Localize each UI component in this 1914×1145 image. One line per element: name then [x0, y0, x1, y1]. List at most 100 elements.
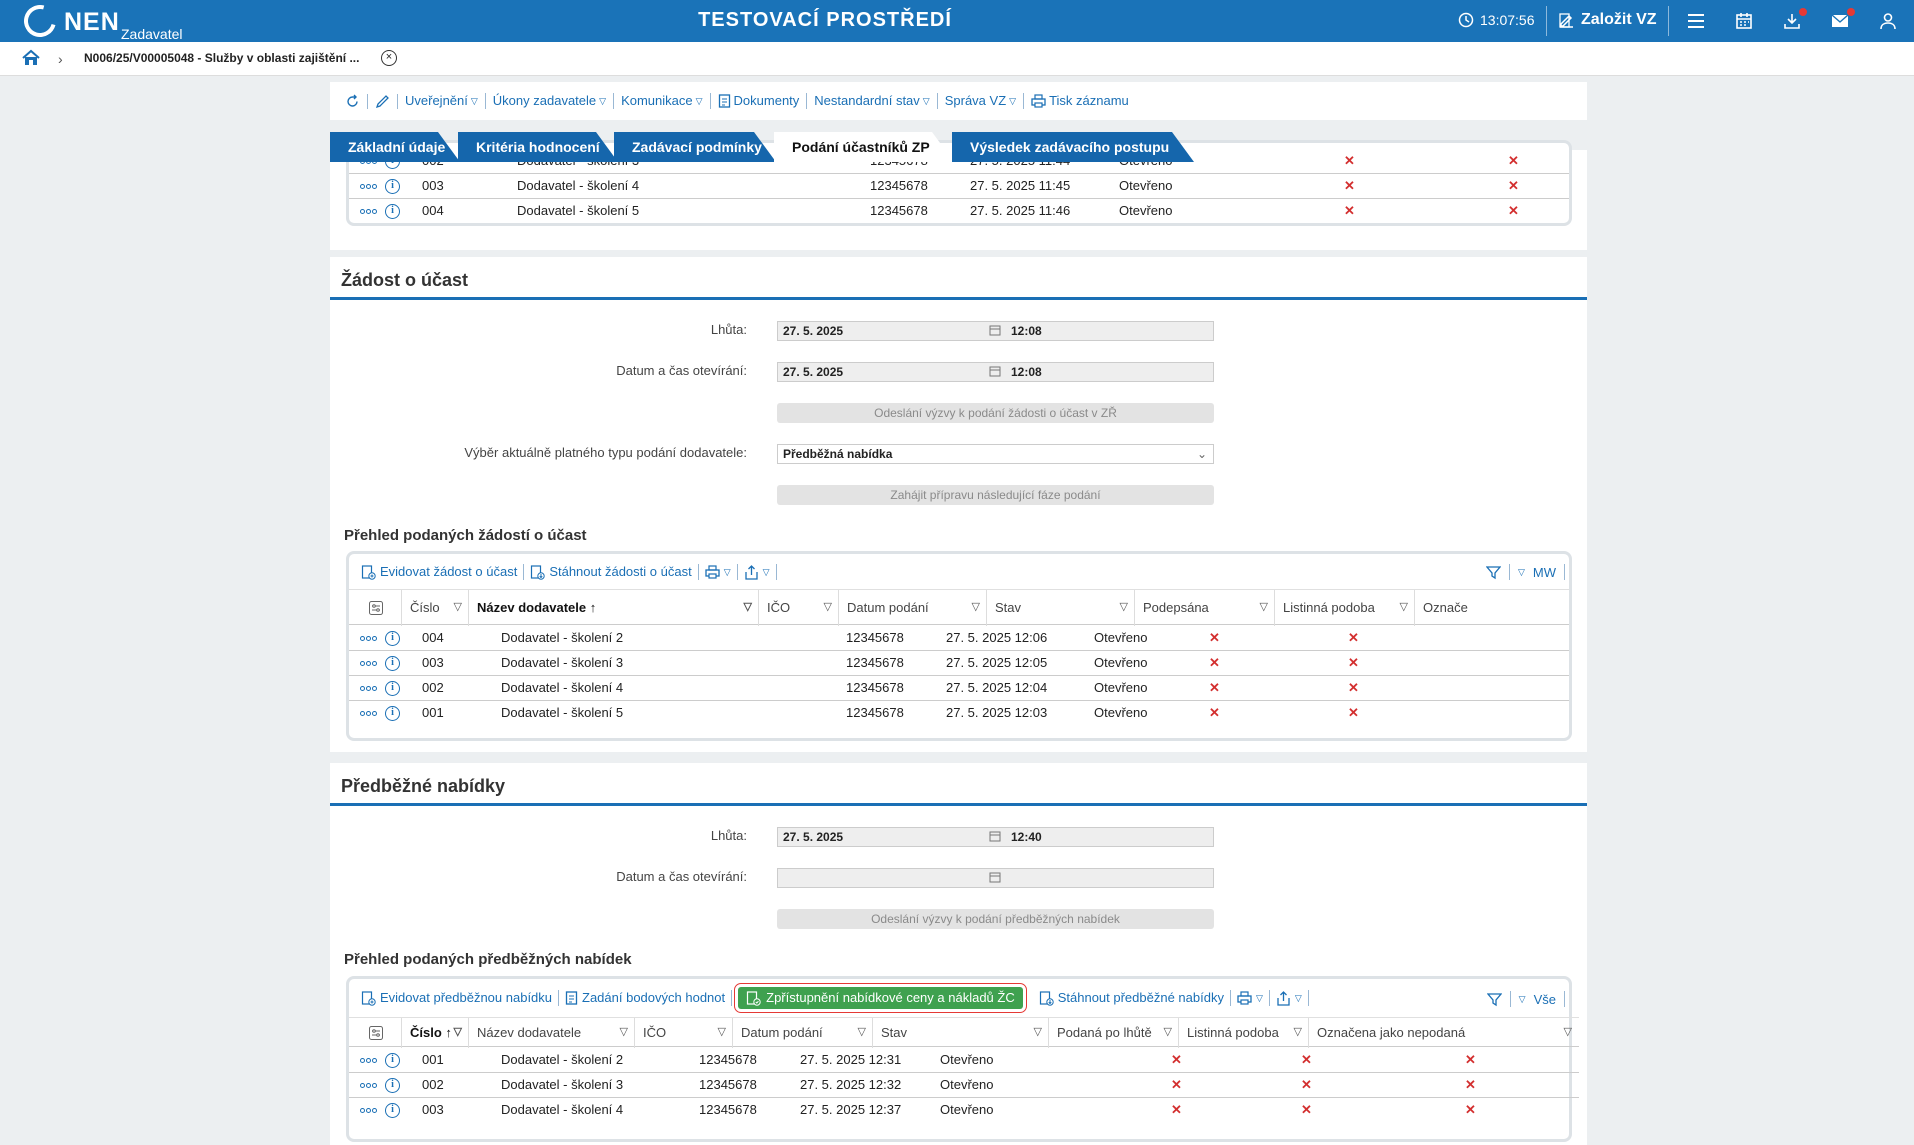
- tab-vysledek[interactable]: Výsledek zadávacího postupu: [952, 132, 1194, 162]
- col-nazev[interactable]: Název dodavatele ↑ ▽: [468, 590, 758, 626]
- menu-uverejneni[interactable]: Uveřejnění ▽: [398, 93, 486, 109]
- info-icon[interactable]: i: [385, 1053, 400, 1068]
- filter-icon[interactable]: [1486, 992, 1502, 1007]
- table-row[interactable]: i 003 Dodavatel - školení 4 12345678 27.…: [349, 174, 1569, 199]
- filter-arrow-icon[interactable]: ▽: [717, 1026, 726, 1038]
- col-oznacena[interactable]: Označena jako nepodaná ▽: [1308, 1018, 1578, 1048]
- filter-arrow-icon[interactable]: ▽: [743, 601, 752, 613]
- table-row[interactable]: i 003 Dodavatel - školení 3 12345678 27.…: [349, 651, 1569, 676]
- filter-arrow-icon[interactable]: ▽: [823, 601, 832, 613]
- col-datum[interactable]: Datum podání ▽: [838, 590, 986, 626]
- user-icon[interactable]: [1877, 10, 1899, 32]
- info-icon[interactable]: i: [385, 706, 400, 721]
- filter-arrow-icon[interactable]: ▽: [1163, 1026, 1172, 1038]
- stahnout-zadosti-button[interactable]: Stáhnout žádosti o účast: [524, 564, 699, 580]
- more-icon[interactable]: [360, 636, 377, 641]
- filter-arrow-icon[interactable]: ▽: [453, 1026, 462, 1038]
- home-icon[interactable]: [22, 49, 40, 67]
- lhuta-field[interactable]: 27. 5. 2025 12:40: [777, 827, 1214, 847]
- filter-arrow-icon[interactable]: ▽: [1563, 1026, 1572, 1038]
- info-icon[interactable]: i: [385, 179, 400, 194]
- breadcrumb-current[interactable]: N006/25/V00005048 - Služby v oblasti zaj…: [84, 51, 360, 65]
- col-cislo[interactable]: Číslo ▽: [401, 590, 468, 626]
- tab-zakladni-udaje[interactable]: Základní údaje: [330, 132, 460, 162]
- chevron-down-icon[interactable]: ▽: [1517, 566, 1525, 577]
- col-nazev[interactable]: Název dodavatele ▽: [468, 1018, 634, 1048]
- column-settings[interactable]: [349, 1018, 401, 1048]
- info-icon[interactable]: i: [385, 1103, 400, 1118]
- menu-sprava-vz[interactable]: Správa VZ ▽: [938, 93, 1025, 109]
- col-stav[interactable]: Stav ▽: [872, 1018, 1048, 1048]
- more-icon[interactable]: [360, 1108, 377, 1113]
- info-icon[interactable]: i: [385, 204, 400, 219]
- menu-nestandardni-stav[interactable]: Nestandardní stav ▽: [807, 93, 938, 109]
- zadani-bodovych-hodnot-button[interactable]: Zadání bodových hodnot: [559, 990, 733, 1006]
- filter-arrow-icon[interactable]: ▽: [1259, 601, 1268, 613]
- table-row[interactable]: i 003 Dodavatel - školení 4 12345678 27.…: [349, 1098, 1579, 1123]
- filter-arrow-icon[interactable]: ▽: [1119, 601, 1128, 613]
- more-icon[interactable]: [360, 661, 377, 666]
- col-listinna[interactable]: Listinná podoba ▽: [1274, 590, 1414, 626]
- close-icon[interactable]: ×: [381, 50, 397, 66]
- table-row[interactable]: i 004 Dodavatel - školení 2 12345678 27.…: [349, 626, 1569, 651]
- print-menu-button[interactable]: ▽: [1231, 990, 1270, 1006]
- menu-komunikace[interactable]: Komunikace ▽: [614, 93, 711, 109]
- tab-kriteria-hodnoceni[interactable]: Kritéria hodnocení: [458, 132, 618, 162]
- filter-arrow-icon[interactable]: ▽: [857, 1026, 866, 1038]
- stahnout-nabidky-button[interactable]: Stáhnout předběžné nabídky: [1033, 990, 1231, 1006]
- more-icon[interactable]: [360, 184, 377, 189]
- filter-arrow-icon[interactable]: ▽: [619, 1026, 628, 1038]
- table-row[interactable]: i 004 Dodavatel - školení 5 12345678 27.…: [349, 199, 1569, 223]
- col-listinna[interactable]: Listinná podoba ▽: [1178, 1018, 1308, 1048]
- download-icon[interactable]: [1781, 8, 1807, 32]
- filter-arrow-icon[interactable]: ▽: [453, 601, 462, 613]
- export-menu-button[interactable]: ▽: [1270, 990, 1309, 1006]
- view-selector[interactable]: MW: [1532, 564, 1556, 580]
- table-row[interactable]: i 001 Dodavatel - školení 5 12345678 27.…: [349, 701, 1569, 726]
- start-next-phase-button[interactable]: Zahájit přípravu následující fáze podání: [777, 485, 1214, 505]
- filter-icon[interactable]: [1485, 565, 1501, 580]
- filter-arrow-icon[interactable]: ▽: [1293, 1026, 1302, 1038]
- print-menu-button[interactable]: ▽: [699, 564, 738, 580]
- export-menu-button[interactable]: ▽: [738, 564, 777, 580]
- view-selector[interactable]: Vše: [1533, 991, 1556, 1007]
- calendar-icon[interactable]: [989, 365, 1001, 377]
- col-datum[interactable]: Datum podání ▽: [732, 1018, 872, 1048]
- more-icon[interactable]: [360, 1083, 377, 1088]
- menu-ukony-zadavatele[interactable]: Úkony zadavatele ▽: [486, 93, 615, 109]
- col-oznacena[interactable]: Označe: [1414, 590, 1569, 626]
- info-icon[interactable]: i: [385, 681, 400, 696]
- more-icon[interactable]: [360, 209, 377, 214]
- col-stav[interactable]: Stav ▽: [986, 590, 1134, 626]
- filter-arrow-icon[interactable]: ▽: [1033, 1026, 1042, 1038]
- otevirani-field[interactable]: [777, 868, 1214, 888]
- col-ico[interactable]: IČO ▽: [634, 1018, 732, 1048]
- info-icon[interactable]: i: [385, 1078, 400, 1093]
- mail-icon[interactable]: [1829, 8, 1855, 32]
- create-vz-button[interactable]: Založit VZ: [1558, 11, 1657, 29]
- refresh-button[interactable]: [338, 93, 368, 109]
- tab-podani-ucastniku[interactable]: Podání účastníků ZP: [774, 132, 954, 162]
- table-row[interactable]: i 002 Dodavatel - školení 3 12345678 27.…: [349, 1073, 1579, 1098]
- menu-tisk-zaznamu[interactable]: Tisk záznamu: [1024, 93, 1136, 109]
- col-cislo[interactable]: Číslo ↑ ▽: [401, 1018, 468, 1048]
- more-icon[interactable]: [360, 1058, 377, 1063]
- typ-podani-select[interactable]: Předběžná nabídka ⌄: [777, 444, 1214, 464]
- tab-zadavaci-podminky[interactable]: Zadávací podmínky: [614, 132, 776, 162]
- otevirani-field[interactable]: 27. 5. 2025 12:08: [777, 362, 1214, 382]
- menu-icon[interactable]: [1685, 10, 1707, 32]
- send-invitation-button[interactable]: Odeslání výzvy k podání předběžných nabí…: [777, 909, 1214, 929]
- evidovat-nabidku-button[interactable]: Evidovat předběžnou nabídku: [355, 990, 560, 1006]
- menu-dokumenty[interactable]: Dokumenty: [711, 93, 808, 109]
- filter-arrow-icon[interactable]: ▽: [1399, 601, 1408, 613]
- info-icon[interactable]: i: [385, 656, 400, 671]
- lhuta-field[interactable]: 27. 5. 2025 12:08: [777, 321, 1214, 341]
- more-icon[interactable]: [360, 711, 377, 716]
- more-icon[interactable]: [360, 686, 377, 691]
- send-invitation-button[interactable]: Odeslání výzvy k podání žádosti o účast …: [777, 403, 1214, 423]
- col-ico[interactable]: IČO ▽: [758, 590, 838, 626]
- evidovat-zadost-button[interactable]: Evidovat žádost o účast: [355, 564, 525, 580]
- calendar-icon[interactable]: [989, 324, 1001, 336]
- column-settings[interactable]: [349, 590, 401, 626]
- col-podepsana[interactable]: Podepsána ▽: [1134, 590, 1274, 626]
